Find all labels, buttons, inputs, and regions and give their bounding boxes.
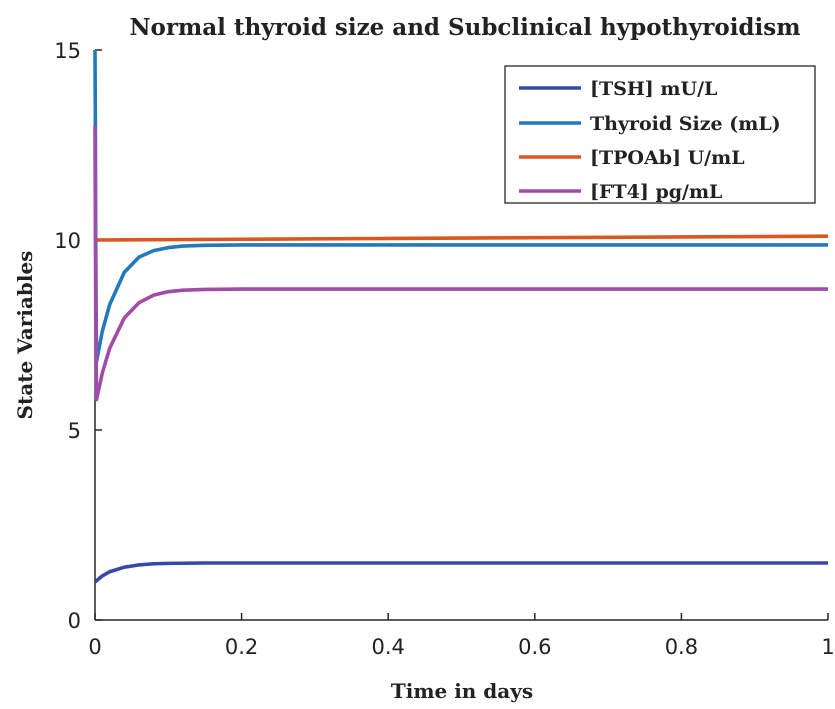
series-layer — [93, 49, 829, 584]
series-line — [93, 561, 828, 584]
x-tick-label: 0 — [88, 635, 101, 659]
chart-title: Normal thyroid size and Subclinical hypo… — [129, 14, 800, 41]
x-tick-label: 0.6 — [518, 635, 551, 659]
series-line — [94, 234, 829, 242]
y-tick-label: 15 — [54, 39, 81, 63]
series-line — [93, 125, 828, 402]
x-tick-label: 0.8 — [665, 635, 698, 659]
y-tick-label: 5 — [68, 419, 81, 443]
legend-label: [FT4] pg/mL — [590, 181, 722, 203]
x-tick-label: 0.4 — [371, 635, 404, 659]
x-tick-label: 0.2 — [225, 635, 258, 659]
legend: [TSH] mU/L Thyroid Size (mL) [TPOAb] U/mL [… — [504, 65, 816, 204]
y-axis-label: State Variables — [13, 251, 37, 420]
x-tick-label: 1 — [821, 635, 834, 659]
y-tick-label: 10 — [54, 229, 81, 253]
x-axis-label: Time in days — [391, 679, 533, 703]
legend-label: Thyroid Size (mL) — [590, 113, 781, 135]
legend-label: [TPOAb] U/mL — [590, 147, 745, 169]
y-tick-label: 0 — [68, 609, 81, 633]
legend-label: [TSH] mU/L — [590, 78, 717, 100]
